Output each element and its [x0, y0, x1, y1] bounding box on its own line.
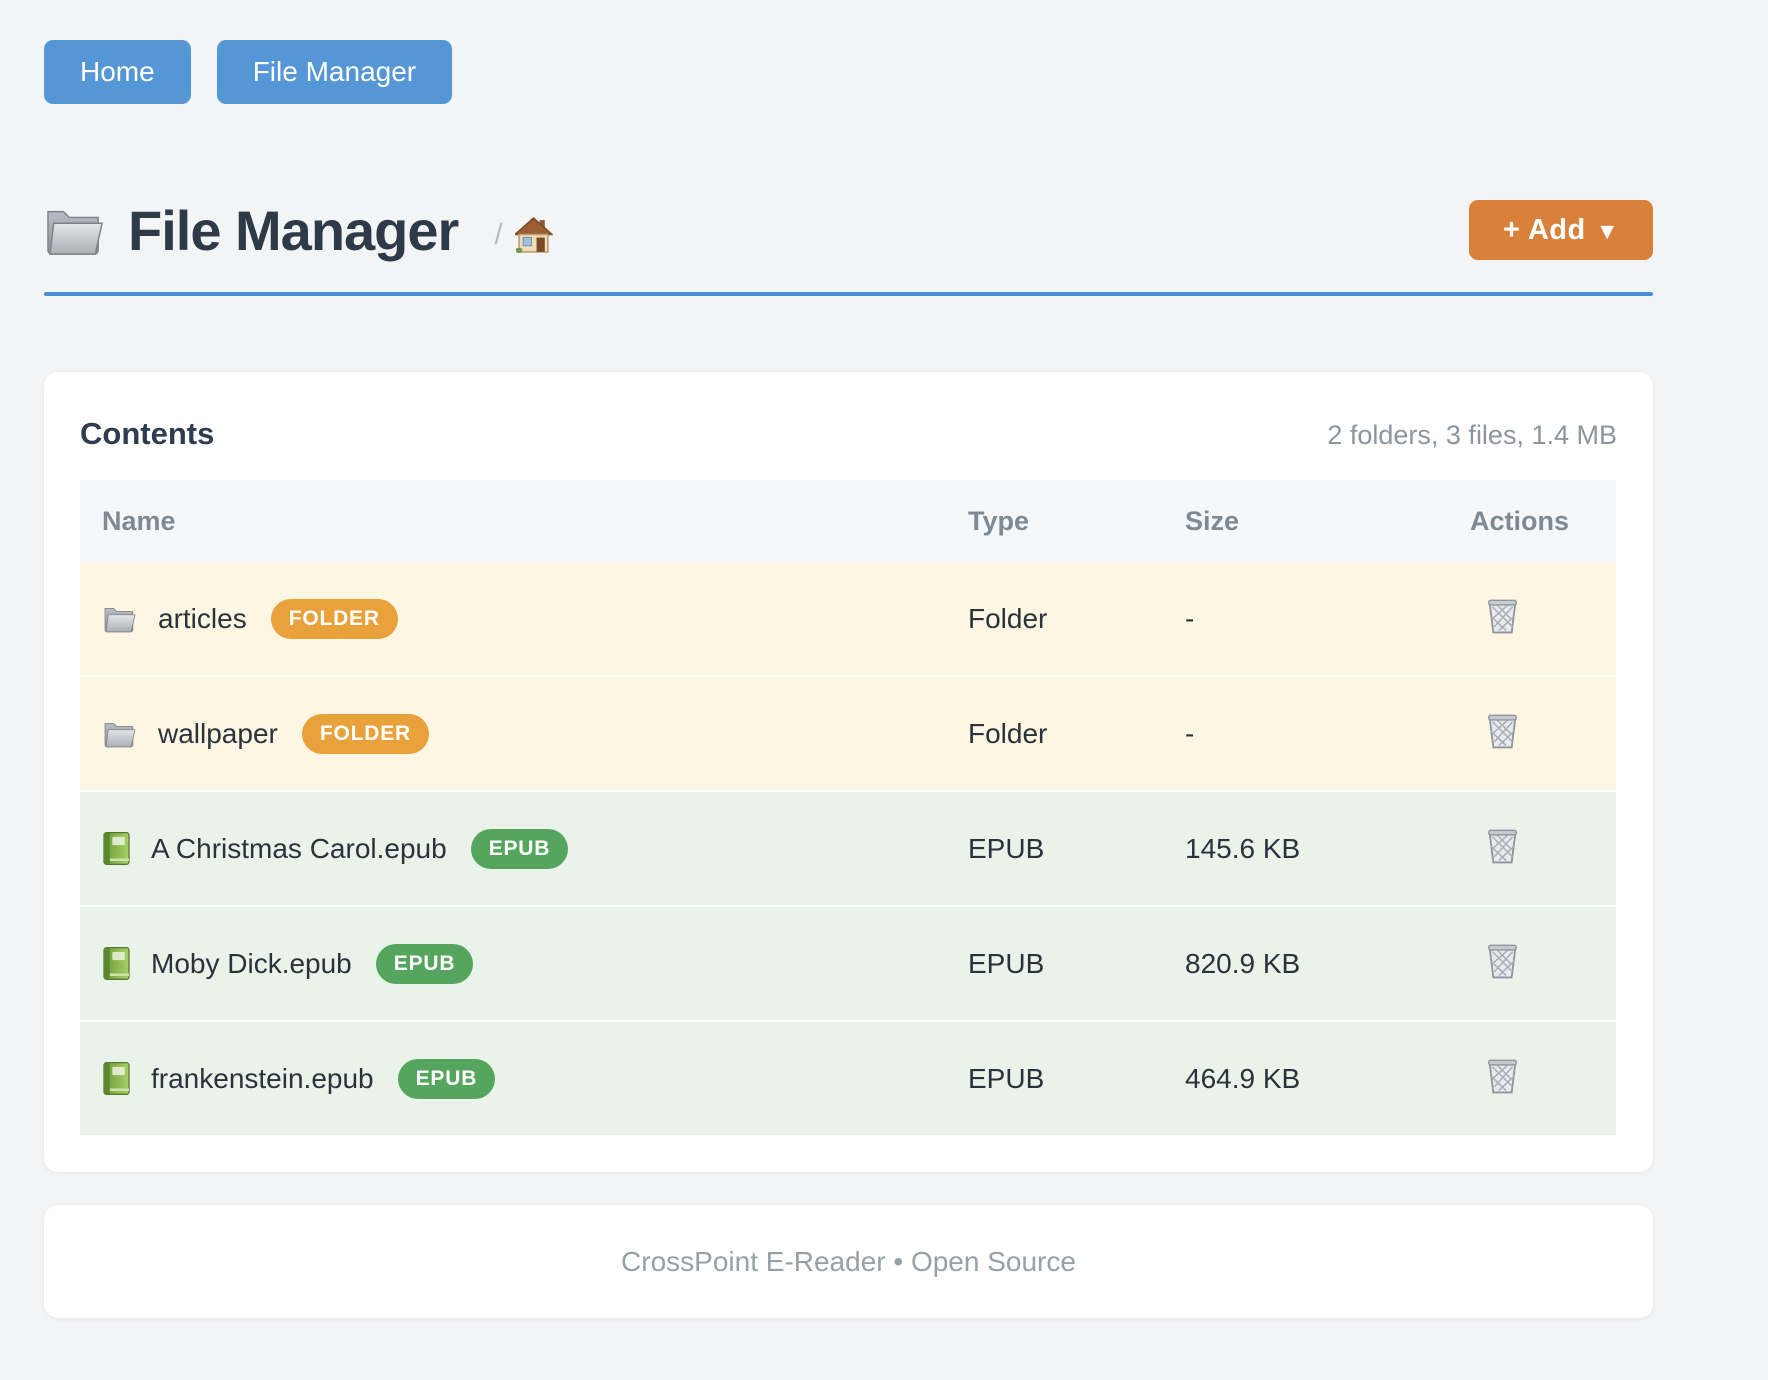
caret-down-icon: ▼: [1595, 217, 1619, 244]
folder-icon: [102, 718, 138, 749]
item-name[interactable]: articles: [158, 602, 247, 634]
type-badge: EPUB: [375, 943, 474, 984]
delete-button[interactable]: [1486, 1055, 1519, 1095]
trash-icon: [1486, 829, 1519, 868]
item-name[interactable]: frankenstein.epub: [151, 1062, 374, 1094]
file-manager-button[interactable]: File Manager: [216, 40, 453, 104]
contents-table-body: articles FOLDER Folder - wallpaper: [80, 562, 1616, 1135]
table-row: frankenstein.epub EPUB EPUB 464.9 KB: [80, 1021, 1616, 1135]
item-name[interactable]: wallpaper: [158, 717, 278, 749]
contents-summary: 2 folders, 3 files, 1.4 MB: [1327, 420, 1617, 450]
folder-icon: [102, 603, 138, 634]
type-badge: FOLDER: [301, 713, 429, 754]
delete-button[interactable]: [1486, 595, 1519, 635]
item-size: 820.9 KB: [1185, 947, 1301, 979]
house-icon[interactable]: [513, 216, 553, 254]
item-type: EPUB: [968, 1062, 1045, 1094]
item-size: -: [1185, 602, 1195, 634]
add-button[interactable]: + Add ▼: [1468, 200, 1653, 260]
item-size: -: [1185, 717, 1195, 749]
contents-heading: Contents: [80, 416, 215, 451]
trash-icon: [1486, 599, 1519, 638]
page-header: File Manager / + Add ▼: [44, 182, 1653, 278]
footer-text: CrossPoint E-Reader • Open Source: [621, 1245, 1076, 1277]
delete-button[interactable]: [1486, 825, 1519, 865]
book-icon: [102, 946, 131, 981]
item-size: 464.9 KB: [1185, 1062, 1301, 1094]
item-size: 145.6 KB: [1185, 832, 1301, 864]
column-header-name: Name: [80, 480, 968, 562]
item-type: EPUB: [968, 832, 1045, 864]
book-icon: [102, 1061, 131, 1096]
footer: CrossPoint E-Reader • Open Source: [44, 1205, 1653, 1318]
column-header-actions: Actions: [1470, 480, 1616, 562]
table-row: Moby Dick.epub EPUB EPUB 820.9 KB: [80, 906, 1616, 1021]
trash-icon: [1486, 714, 1519, 753]
type-badge: EPUB: [470, 828, 569, 869]
table-row: articles FOLDER Folder -: [80, 562, 1616, 676]
top-nav: Home File Manager: [44, 0, 1653, 104]
page: Home File Manager File Manager / + Add ▼ …: [44, 0, 1653, 1318]
item-type: Folder: [968, 717, 1048, 749]
home-button[interactable]: Home: [44, 40, 191, 104]
table-row: A Christmas Carol.epub EPUB EPUB 145.6 K…: [80, 791, 1616, 906]
delete-button[interactable]: [1486, 710, 1519, 750]
contents-card: Contents 2 folders, 3 files, 1.4 MB Name…: [44, 372, 1653, 1172]
title-divider: [44, 292, 1653, 296]
item-type: EPUB: [968, 947, 1045, 979]
page-title: File Manager: [128, 198, 459, 262]
table-header-row: Name Type Size Actions: [80, 480, 1616, 562]
column-header-type: Type: [968, 480, 1185, 562]
folder-icon: [44, 202, 106, 258]
item-type: Folder: [968, 602, 1048, 634]
delete-button[interactable]: [1486, 940, 1519, 980]
column-header-size: Size: [1185, 480, 1470, 562]
trash-icon: [1486, 944, 1519, 983]
item-name[interactable]: Moby Dick.epub: [151, 947, 352, 979]
breadcrumb: /: [494, 216, 553, 254]
item-name[interactable]: A Christmas Carol.epub: [151, 832, 447, 864]
trash-icon: [1486, 1059, 1519, 1098]
contents-table: Name Type Size Actions articles FOLDER F…: [80, 480, 1616, 1135]
type-badge: EPUB: [397, 1058, 496, 1099]
type-badge: FOLDER: [270, 598, 398, 639]
book-icon: [102, 831, 131, 866]
table-row: wallpaper FOLDER Folder -: [80, 676, 1616, 791]
breadcrumb-separator: /: [494, 218, 503, 251]
